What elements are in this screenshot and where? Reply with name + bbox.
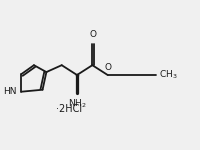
Text: CH$_3$: CH$_3$ [159, 69, 178, 81]
Text: HN: HN [3, 87, 17, 96]
Text: O: O [104, 63, 111, 72]
Text: NH$_2$: NH$_2$ [68, 98, 86, 110]
Text: O: O [90, 30, 97, 39]
Text: ·2HCl: ·2HCl [56, 104, 82, 114]
